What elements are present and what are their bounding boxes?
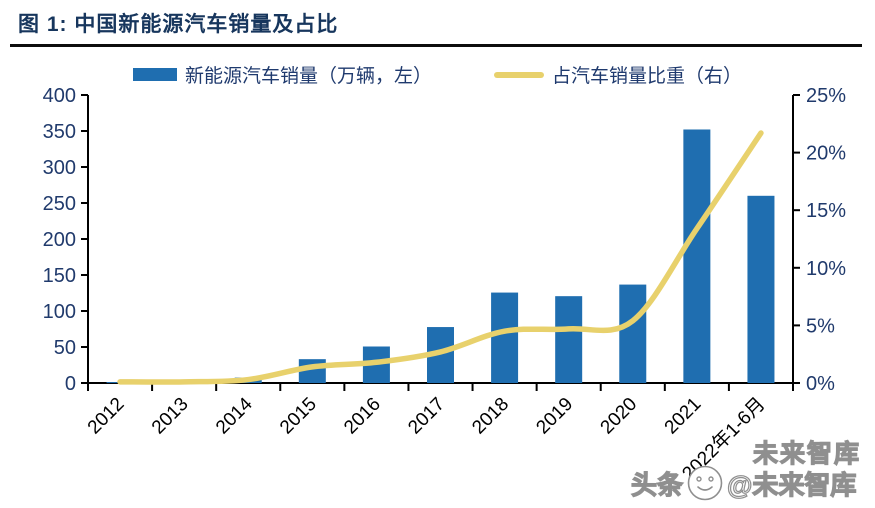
sales-bar bbox=[619, 284, 647, 383]
x-axis-category-label: 2012 bbox=[84, 394, 129, 439]
left-axis-tick-label: 300 bbox=[43, 157, 76, 179]
left-axis-tick-label: 200 bbox=[43, 229, 76, 251]
x-axis-category-label: 2018 bbox=[468, 394, 513, 439]
right-axis-tick-label: 20% bbox=[806, 143, 846, 165]
sales-bar bbox=[683, 129, 711, 383]
x-axis-category-label: 2019 bbox=[532, 394, 577, 439]
legend-item-line-series: 占汽车销量比重（右） bbox=[494, 61, 742, 88]
right-axis-tick-label: 25% bbox=[806, 85, 846, 107]
x-axis-category-label: 2021 bbox=[661, 394, 706, 439]
right-axis-tick-label: 0% bbox=[806, 373, 835, 395]
right-axis-tick-label: 15% bbox=[806, 200, 846, 222]
left-axis-tick-label: 400 bbox=[43, 85, 76, 107]
left-axis-tick-label: 50 bbox=[54, 337, 76, 359]
left-axis-tick-label: 150 bbox=[43, 265, 76, 287]
left-axis-tick-label: 100 bbox=[43, 301, 76, 323]
sales-bar bbox=[747, 195, 775, 383]
line-series-swatch-icon bbox=[494, 71, 544, 78]
right-axis-tick-label: 10% bbox=[806, 258, 846, 280]
x-axis-category-label: 2016 bbox=[340, 394, 385, 439]
figure-title: 图 1: 中国新能源汽车销量及占比 bbox=[18, 13, 339, 36]
sales-bar bbox=[491, 292, 519, 383]
legend-label-line-series: 占汽车销量比重（右） bbox=[552, 66, 743, 87]
legend-label-bar-series: 新能源汽车销量（万辆，左） bbox=[184, 66, 432, 87]
sales-bar bbox=[555, 296, 583, 383]
left-axis-tick-label: 250 bbox=[43, 193, 76, 215]
x-axis-category-label: 2013 bbox=[148, 394, 193, 439]
left-axis-tick-label: 350 bbox=[43, 121, 76, 143]
x-axis-category-label: 2017 bbox=[404, 394, 449, 439]
x-axis-category-label: 2014 bbox=[212, 393, 257, 438]
title-divider bbox=[10, 44, 862, 47]
x-axis-category-label: 2015 bbox=[276, 394, 321, 439]
legend-item-bar-series: 新能源汽车销量（万辆，左） bbox=[132, 61, 432, 88]
share-line bbox=[117, 130, 764, 385]
right-axis-tick-label: 5% bbox=[806, 315, 835, 337]
x-axis-category-label: 2020 bbox=[597, 394, 642, 439]
bar-series-swatch-icon bbox=[132, 68, 177, 81]
left-axis-tick-label: 0 bbox=[65, 373, 76, 395]
chart-legend: 新能源汽车销量（万辆，左） 占汽车销量比重（右） bbox=[0, 61, 875, 88]
